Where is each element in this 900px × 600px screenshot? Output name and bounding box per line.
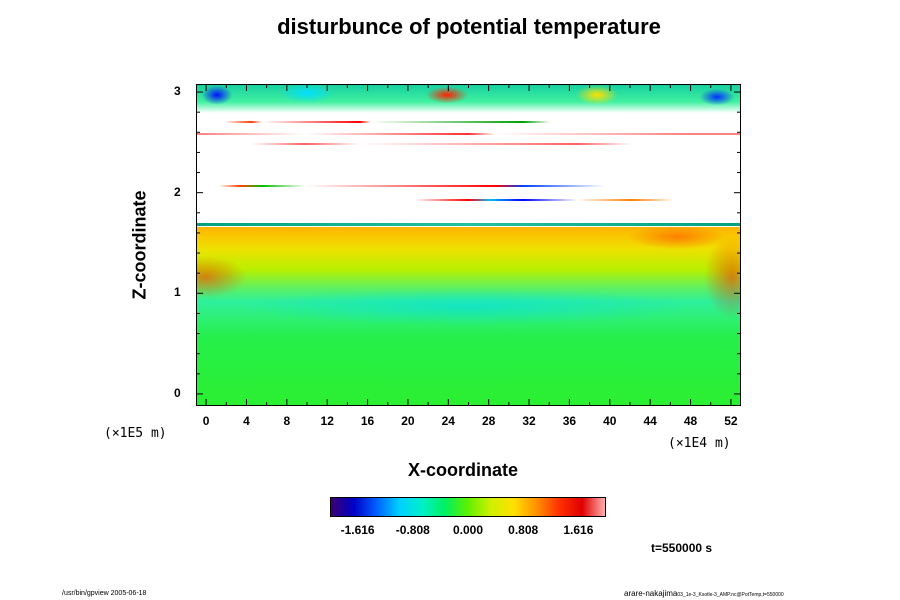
y-axis-unit: (×1E5 m) (104, 426, 167, 441)
x-tick-label: 48 (683, 414, 698, 428)
chart-title: disturbunce of potential temperature (277, 14, 661, 39)
footer-right-file: 03_1e-3_Ksotle-3_AMP.nc@PotTemp,t=550000 (677, 592, 784, 598)
x-tick-label: 16 (360, 414, 375, 428)
x-axis-label: X-coordinate (408, 460, 519, 480)
x-tick-label: 24 (441, 414, 455, 428)
x-tick-label: 0 (202, 414, 210, 428)
x-tick-label: 4 (243, 414, 250, 428)
y-tick-label: 0 (174, 385, 181, 400)
footer-right-user: arare-nakajima (624, 589, 678, 598)
time-label: t=550000 s (651, 541, 713, 555)
colorbar-tick-label: 1.616 (563, 523, 594, 537)
x-tick-label: 36 (562, 414, 577, 428)
x-tick-label: 44 (643, 414, 657, 428)
x-tick-label: 52 (724, 414, 738, 428)
y-tick-label: 2 (174, 184, 181, 199)
footer-right: arare-nakajima03_1e-3_Ksotle-3_AMP.nc@Po… (624, 589, 784, 598)
y-tick-label: 3 (174, 84, 181, 99)
colorbar (330, 497, 606, 517)
plot-area (196, 84, 741, 406)
colorbar-tick-label: 0.808 (508, 523, 539, 537)
x-tick-label: 8 (283, 414, 291, 428)
colorbar-tick-label: 0.000 (452, 523, 484, 537)
x-axis-unit: (×1E4 m) (668, 436, 731, 451)
x-tick-label: 32 (522, 414, 536, 428)
colorbar-tick-label: -1.616 (340, 523, 375, 537)
upper-layer-field (197, 85, 740, 113)
x-tick-label: 40 (603, 414, 617, 428)
y-axis-label: Z-coordinate (129, 190, 150, 300)
x-tick-label: 20 (401, 414, 415, 428)
lower-layer-field (197, 227, 740, 405)
x-tick-label: 28 (481, 414, 496, 428)
footer-left: /usr/bin/gpview 2005-06-18 (62, 590, 147, 597)
x-tick-label: 12 (320, 414, 334, 428)
y-tick-label: 1 (174, 285, 181, 300)
colorbar-tick-label: -0.808 (395, 523, 430, 537)
